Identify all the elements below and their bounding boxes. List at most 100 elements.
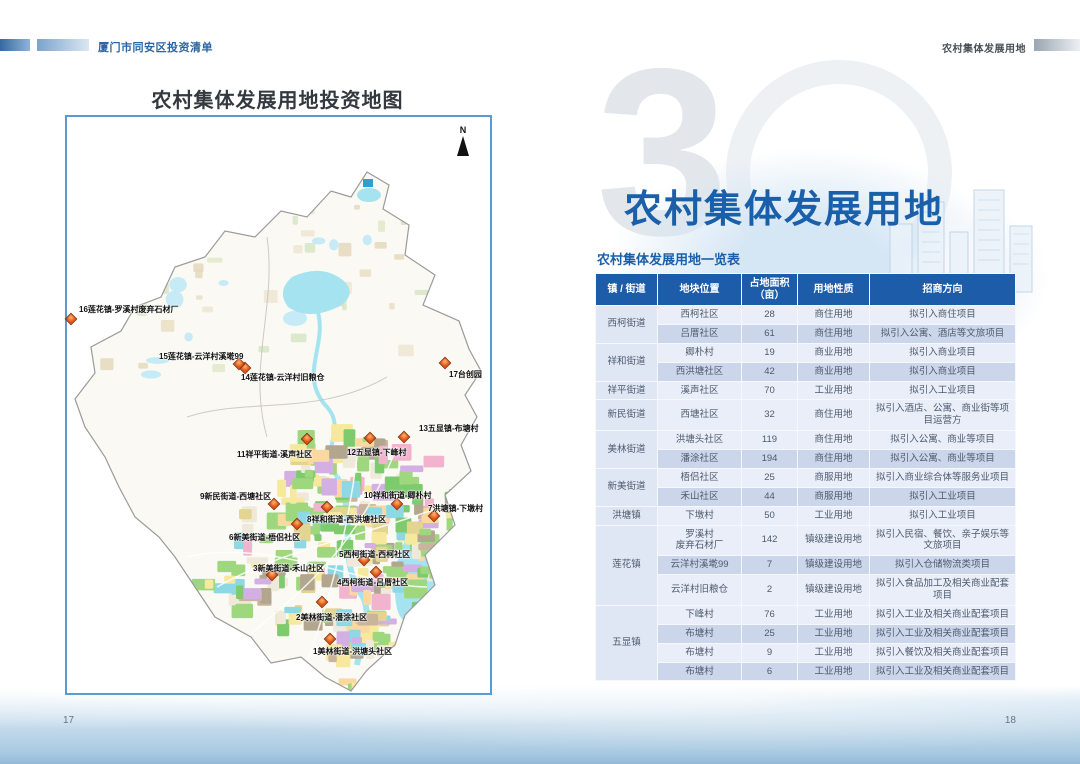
direction-cell: 拟引入仓储物流类项目 bbox=[869, 555, 1016, 576]
table-column-header-0: 镇 / 街道 bbox=[595, 273, 658, 306]
area-cell: 7 bbox=[741, 555, 798, 576]
town-cell: 莲花镇 bbox=[595, 524, 658, 606]
area-cell: 44 bbox=[741, 486, 798, 507]
parcel-marker-label: 15莲花镇-云洋村溪墘99 bbox=[159, 352, 244, 361]
land-use-cell: 工业用地 bbox=[797, 642, 870, 663]
parcel-marker-label: 3新美街道-禾山社区 bbox=[253, 564, 325, 573]
location-cell: 潘涂社区 bbox=[657, 449, 742, 469]
land-use-cell: 商住用地 bbox=[797, 323, 870, 344]
town-cell: 美林街道 bbox=[595, 430, 658, 469]
direction-cell: 拟引入工业及相关商业配套项目 bbox=[869, 661, 1016, 682]
location-cell: 吕厝社区 bbox=[657, 323, 742, 344]
table-row: 布塘村 6 工业用地 拟引入工业及相关商业配套项目 bbox=[596, 661, 1016, 682]
location-cell: 云洋村溪墘99 bbox=[657, 555, 742, 576]
table-row: 禾山社区 44 商服用地 拟引入工业项目 bbox=[596, 486, 1016, 507]
table-caption: 农村集体发展用地一览表 bbox=[597, 252, 741, 267]
footer-decorative-band bbox=[0, 686, 1080, 764]
area-cell: 2 bbox=[741, 574, 798, 606]
page-number-left: 17 bbox=[63, 715, 75, 726]
area-cell: 119 bbox=[741, 430, 798, 450]
table-column-header-1: 地块位置 bbox=[657, 273, 742, 306]
land-use-cell: 商住用地 bbox=[797, 449, 870, 469]
table-row: 新美街道 梧侣社区 25 商服用地 拟引入商业综合体等服务业项目 bbox=[595, 467, 1016, 507]
parcel-marker-label: 6新美街道-梧侣社区 bbox=[229, 533, 301, 542]
location-cell: 云洋村旧粮仓 bbox=[657, 574, 742, 606]
area-cell: 42 bbox=[741, 361, 798, 382]
table-row: 吕厝社区 61 商住用地 拟引入公寓、酒店等文旅项目 bbox=[596, 323, 1016, 344]
area-cell: 6 bbox=[741, 661, 798, 682]
location-cell: 西洪塘社区 bbox=[657, 361, 742, 382]
town-cell: 祥和街道 bbox=[595, 342, 658, 382]
compass: N bbox=[456, 125, 470, 156]
location-cell: 布塘村 bbox=[657, 642, 742, 663]
town-cell: 五显镇 bbox=[595, 604, 658, 682]
table-column-header-2: 占地面积 （亩） bbox=[741, 273, 798, 306]
location-cell: 西塘社区 bbox=[657, 399, 742, 432]
area-cell: 25 bbox=[741, 623, 798, 644]
chapter-title: 农村集体发展用地 bbox=[624, 189, 945, 231]
direction-cell: 拟引入酒店、公寓、商业街等项目运营方 bbox=[869, 399, 1016, 432]
table-row: 祥平街道 溪声社区 70 工业用地 拟引入工业项目 bbox=[595, 380, 1016, 401]
header-accent-bar-left-2 bbox=[37, 39, 89, 51]
location-cell: 布塘村 bbox=[657, 661, 742, 682]
land-use-cell: 工业用地 bbox=[797, 505, 870, 526]
direction-cell: 拟引入公寓、商业等项目 bbox=[869, 430, 1016, 450]
land-use-cell: 工业用地 bbox=[797, 380, 870, 401]
table-row: 祥和街道 卿朴村 19 商业用地 拟引入商业项目 bbox=[595, 342, 1016, 382]
table-row: 西洪塘社区 42 商业用地 拟引入商业项目 bbox=[596, 361, 1016, 382]
parcel-marker-label: 17台创园 bbox=[449, 370, 482, 379]
table-row: 云洋村旧粮仓 2 镇级建设用地 拟引入食品加工及相关商业配套项目 bbox=[596, 574, 1016, 606]
land-use-cell: 镇级建设用地 bbox=[797, 555, 870, 576]
table-row: 莲花镇 罗溪村 废弃石材厂 142 镇级建设用地 拟引入民宿、餐饮、亲子娱乐等文旅项目 bbox=[595, 524, 1016, 606]
direction-cell: 拟引入工业项目 bbox=[869, 380, 1016, 401]
area-cell: 50 bbox=[741, 505, 798, 526]
parcel-marker-label: 7洪塘镇-下墩村 bbox=[428, 504, 484, 513]
parcel-marker-label: 11祥平街道-溪声社区 bbox=[237, 450, 313, 459]
land-use-cell: 镇级建设用地 bbox=[797, 524, 870, 557]
direction-cell: 拟引入商住项目 bbox=[869, 305, 1016, 325]
land-use-cell: 商服用地 bbox=[797, 486, 870, 507]
table-row: 布塘村 9 工业用地 拟引入餐饮及相关商业配套项目 bbox=[596, 642, 1016, 663]
parcel-marker-label: 2美林街道-潘涂社区 bbox=[296, 613, 368, 622]
location-cell: 西柯社区 bbox=[657, 305, 742, 325]
area-cell: 25 bbox=[741, 467, 798, 488]
area-cell: 194 bbox=[741, 449, 798, 469]
land-use-cell: 商服用地 bbox=[797, 467, 870, 488]
direction-cell: 拟引入工业项目 bbox=[869, 505, 1016, 526]
map-title: 农村集体发展用地投资地图 bbox=[151, 90, 404, 112]
table-header-row: 镇 / 街道 地块位置 占地面积 （亩） 用地性质 招商方向 bbox=[595, 273, 1016, 306]
direction-cell: 拟引入公寓、商业等项目 bbox=[869, 449, 1016, 469]
land-use-cell: 工业用地 bbox=[797, 623, 870, 644]
direction-cell: 拟引入餐饮及相关商业配套项目 bbox=[869, 642, 1016, 663]
parcel-marker-label: 1美林街道-洪塘头社区 bbox=[313, 647, 393, 656]
investment-map: N 1美林街道-洪塘头社区 2美林街道-潘涂社区 3新美街道-禾山社区 4西柯街道-吕… bbox=[64, 115, 492, 695]
table-row: 潘涂社区 194 商住用地 拟引入公寓、商业等项目 bbox=[596, 449, 1016, 469]
table-column-header-4: 招商方向 bbox=[869, 273, 1016, 306]
land-use-cell: 工业用地 bbox=[797, 604, 870, 625]
table-row: 云洋村溪墘99 7 镇级建设用地 拟引入仓储物流类项目 bbox=[596, 555, 1016, 576]
location-cell: 下墩村 bbox=[657, 505, 742, 526]
parcel-marker-label: 14莲花镇-云洋村旧粮仓 bbox=[241, 373, 325, 382]
map-terrain bbox=[74, 171, 482, 692]
land-use-cell: 商业用地 bbox=[797, 342, 870, 363]
location-cell: 下峰村 bbox=[657, 604, 742, 625]
direction-cell: 拟引入工业项目 bbox=[869, 486, 1016, 507]
town-cell: 新美街道 bbox=[595, 467, 658, 507]
location-cell: 梧侣社区 bbox=[657, 467, 742, 488]
location-cell: 布塘村 bbox=[657, 623, 742, 644]
location-cell: 洪塘头社区 bbox=[657, 430, 742, 450]
parcel-marker-label: 16莲花镇-罗溪村废弃石材厂 bbox=[79, 305, 179, 314]
area-cell: 142 bbox=[741, 524, 798, 557]
table-row: 洪塘镇 下墩村 50 工业用地 拟引入工业项目 bbox=[595, 505, 1016, 526]
direction-cell: 拟引入公寓、酒店等文旅项目 bbox=[869, 323, 1016, 344]
parcel-marker-label: 10祥和街道-卿朴村 bbox=[364, 491, 432, 500]
parcel-marker-label: 13五显镇-布塘村 bbox=[419, 424, 479, 433]
area-cell: 28 bbox=[741, 305, 798, 325]
header-accent-bar-right bbox=[1034, 39, 1080, 51]
table-row: 布塘村 25 工业用地 拟引入工业及相关商业配套项目 bbox=[596, 623, 1016, 644]
header-right-title: 农村集体发展用地 bbox=[942, 44, 1026, 55]
area-cell: 9 bbox=[741, 642, 798, 663]
compass-north-label: N bbox=[459, 125, 467, 135]
direction-cell: 拟引入民宿、餐饮、亲子娱乐等文旅项目 bbox=[869, 524, 1016, 557]
town-cell: 祥平街道 bbox=[595, 380, 658, 401]
